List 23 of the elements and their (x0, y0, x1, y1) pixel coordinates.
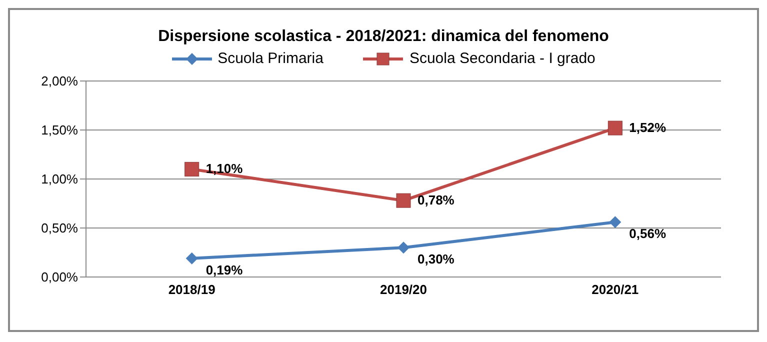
data-label: 1,10% (206, 161, 244, 176)
data-label: 0,19% (206, 262, 244, 278)
x-tick-label: 2018/19 (168, 282, 216, 298)
data-label: 0,56% (629, 226, 666, 242)
point (608, 120, 622, 136)
data-label: 0,30% (418, 252, 455, 267)
data-label: 0,78% (418, 192, 455, 208)
y-tick-label: 0,50% (41, 220, 78, 236)
chart-title: Dispersione scolastica - 2018/2021: dinamica del fenomeno (157, 28, 610, 46)
y-tick-label: 1,50% (41, 122, 78, 138)
point (184, 162, 200, 176)
x-tick-label: 2020/21 (592, 282, 639, 298)
point (398, 242, 410, 254)
y-tick-label: 1,00% (41, 172, 78, 187)
point (609, 216, 622, 228)
legend-label: Scuola Primaria (218, 50, 324, 67)
data-label: 1,52% (629, 120, 666, 136)
x-tick-label: 2019/20 (380, 282, 427, 298)
y-tick-label: 2,00% (41, 74, 78, 89)
point (186, 252, 198, 264)
point (396, 193, 411, 208)
y-tick-label: 0,00% (41, 270, 78, 285)
legend-label: Scuola Secondaria - I grado (409, 50, 596, 67)
